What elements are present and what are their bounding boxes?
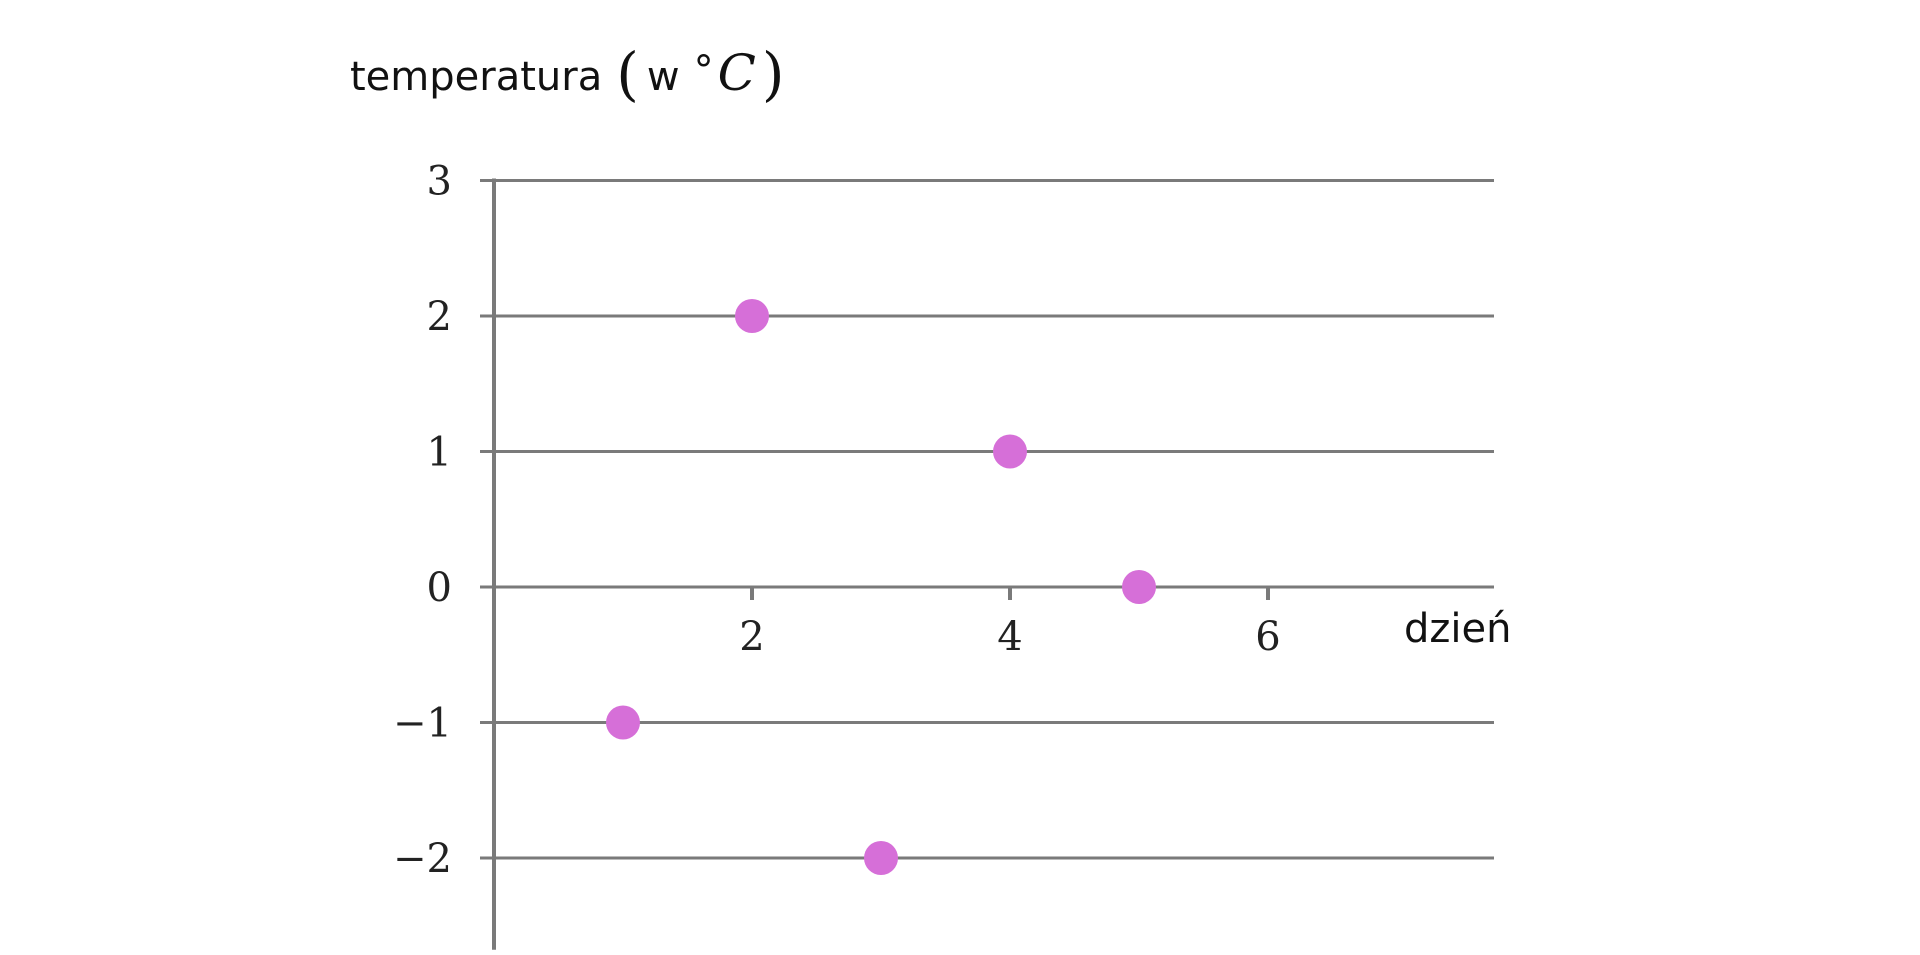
grid-lines: [480, 179, 1494, 860]
data-point-1: [606, 705, 640, 740]
y-axis-title-prefix: w: [647, 54, 680, 100]
y-tick-label: 1: [427, 430, 452, 476]
x-axis-title: dzień: [1404, 606, 1511, 652]
y-axis-title-paren-open: (: [616, 40, 639, 108]
y-tick-label: −2: [393, 836, 452, 882]
y-axis-title: temperatura ( w ° C ): [350, 40, 784, 108]
y-tick-label: −1: [393, 701, 452, 747]
y-axis-title-degree: °: [694, 48, 714, 94]
x-tick-label: 4: [997, 614, 1022, 660]
y-axis-title-paren-close: ): [762, 40, 785, 108]
x-tick-label: 6: [1255, 614, 1280, 660]
data-point-4: [993, 434, 1027, 469]
data-point-3: [864, 841, 898, 875]
y-tick-label: 0: [427, 565, 452, 611]
tick-labels: 3 2 1 0 −1 −2 2 4 6: [393, 159, 1281, 883]
data-point-2: [735, 299, 769, 333]
y-axis-title-text: temperatura: [350, 54, 602, 100]
data-points: [606, 299, 1156, 875]
y-tick-label: 3: [427, 159, 452, 205]
y-axis-title-unit: C: [718, 44, 756, 102]
data-point-5: [1122, 570, 1156, 604]
y-tick-label: 2: [427, 294, 452, 340]
axis-ticks: [750, 587, 1270, 600]
x-tick-label: 2: [739, 614, 764, 660]
